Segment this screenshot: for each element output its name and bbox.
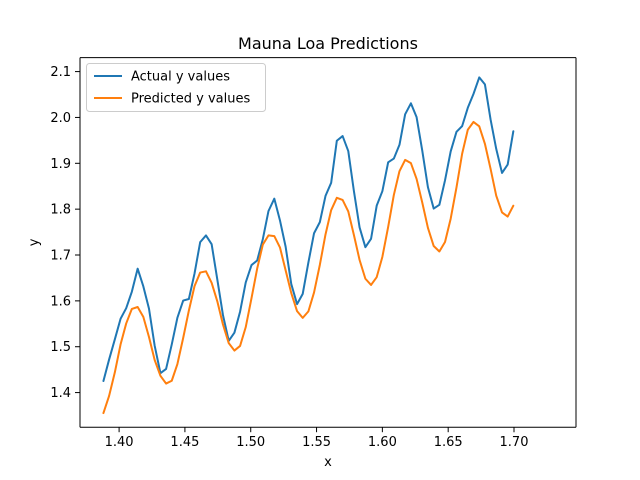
y-tick-label: 1.6 bbox=[50, 294, 71, 309]
y-tick-label: 2.1 bbox=[50, 65, 71, 80]
x-ticks-layer: 1.40 1.45 1.50 1.55 1.60 1.65 1.70 bbox=[105, 427, 529, 450]
plot-area bbox=[80, 57, 576, 428]
series-predicted bbox=[102, 120, 515, 415]
y-tick-label: 1.4 bbox=[50, 386, 71, 401]
x-axis-label: x bbox=[324, 455, 332, 470]
y-tick-label: 1.7 bbox=[50, 249, 71, 264]
y-tick-label: 1.8 bbox=[50, 203, 71, 218]
series-line-predicted bbox=[102, 120, 515, 415]
x-tick-label: 1.65 bbox=[434, 435, 463, 450]
legend: Actual y values Predicted y values bbox=[86, 63, 266, 112]
y-tick-label: 1.5 bbox=[50, 340, 71, 355]
legend-box bbox=[86, 63, 266, 112]
y-ticks-layer: 1.4 1.5 1.6 1.7 1.8 1.9 2.0 2.1 bbox=[50, 65, 80, 401]
x-tick-label: 1.70 bbox=[500, 435, 529, 450]
series-actual bbox=[102, 76, 515, 382]
legend-label-actual: Actual y values bbox=[131, 70, 230, 85]
x-tick-label: 1.50 bbox=[236, 435, 265, 450]
y-tick-label: 2.0 bbox=[50, 111, 71, 126]
legend-label-predicted: Predicted y values bbox=[131, 92, 250, 107]
chart-title: Mauna Loa Predictions bbox=[238, 34, 418, 53]
y-tick-label: 1.9 bbox=[50, 157, 71, 172]
x-tick-label: 1.45 bbox=[170, 435, 199, 450]
series-layer bbox=[102, 76, 515, 415]
axes-frame bbox=[79, 57, 577, 428]
series-line-actual bbox=[102, 76, 515, 382]
y-axis-label: y bbox=[27, 238, 42, 246]
x-tick-label: 1.40 bbox=[105, 435, 134, 450]
x-tick-label: 1.60 bbox=[368, 435, 397, 450]
x-tick-label: 1.55 bbox=[302, 435, 331, 450]
